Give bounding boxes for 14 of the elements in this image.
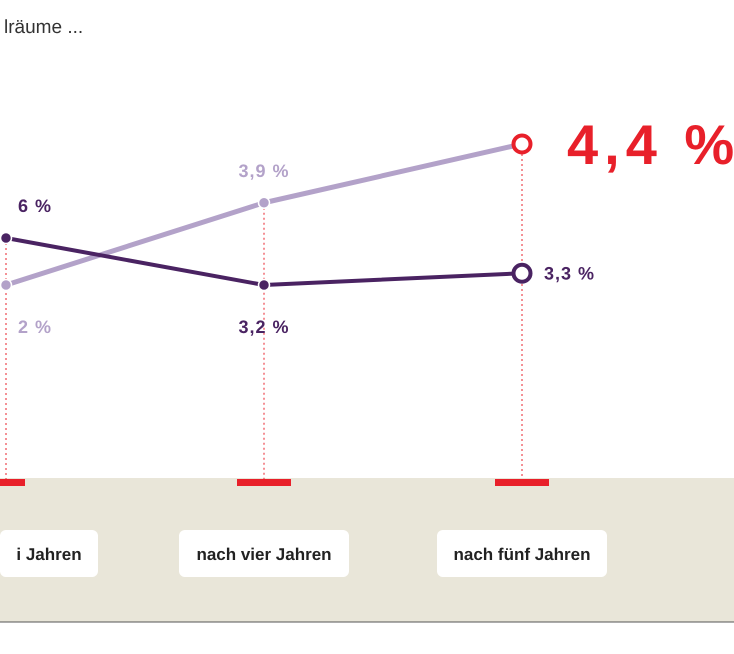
point — [0, 232, 12, 244]
chart-title: lräume ... — [4, 17, 84, 38]
data-label: 3,9 % — [238, 160, 290, 181]
annotation: 2 % — [18, 317, 52, 337]
point — [258, 196, 270, 209]
point — [258, 278, 270, 292]
x-tick-label: nach fünf Jahren — [454, 545, 590, 564]
x-tick-label: i Jahren — [16, 545, 82, 564]
data-label: 4,4 % — [567, 113, 734, 176]
data-label: 3,2 % — [238, 317, 290, 337]
annotation: 6 % — [18, 196, 52, 216]
point — [0, 278, 12, 292]
data-label: 3,3 % — [544, 263, 596, 284]
x-tick-label: nach vier Jahren — [196, 545, 332, 564]
